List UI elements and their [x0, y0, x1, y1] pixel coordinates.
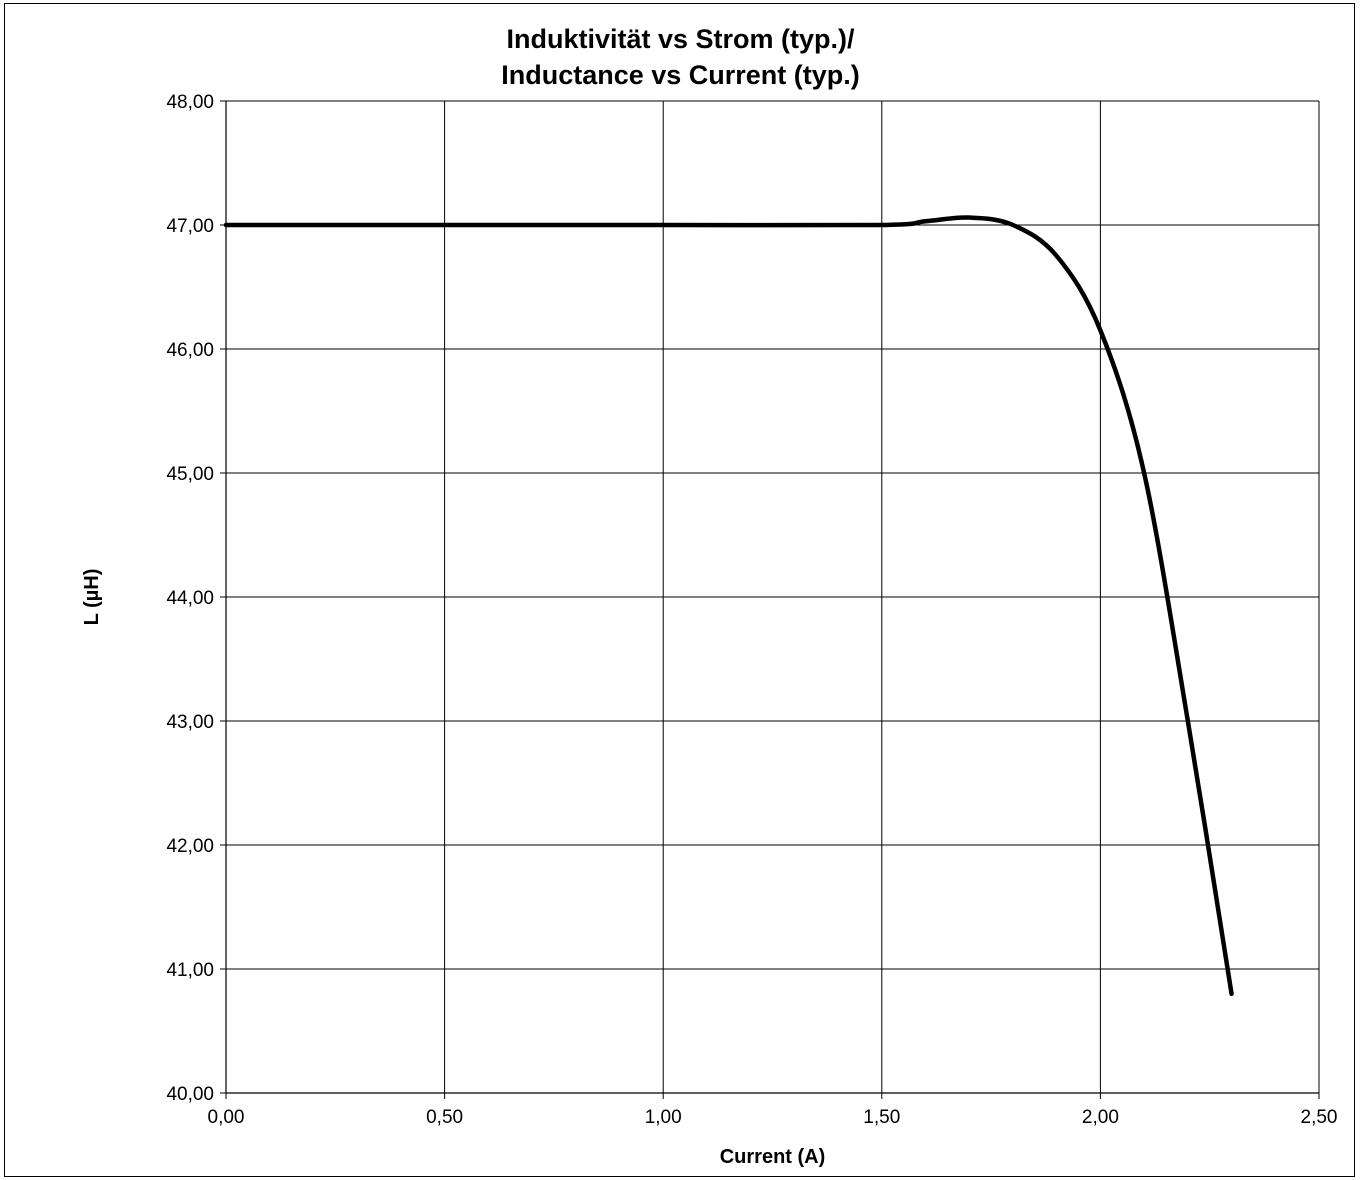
y-tick-label: 42,00	[166, 836, 214, 857]
x-tick-label: 2,00	[1082, 1107, 1119, 1128]
chart-subtitle: Inductance vs Current (typ.)	[501, 60, 860, 90]
y-tick-label: 47,00	[166, 216, 214, 237]
y-tick-label: 43,00	[166, 712, 214, 733]
tick-labels: 40,00 41,00 42,00 43,00 44,00 45,00 46,00 47,00…	[166, 92, 1337, 1128]
y-tick-label: 40,00	[166, 1084, 214, 1105]
x-axis-label: Current (A)	[720, 1146, 826, 1168]
y-tick-label: 44,00	[166, 588, 214, 609]
series-line	[223, 215, 1234, 997]
grid	[226, 100, 1320, 1093]
chart-frame	[4, 3, 1355, 1177]
axes	[220, 100, 1320, 1099]
x-tick-label: 1,00	[645, 1107, 682, 1128]
x-tick-label: 0,00	[208, 1107, 245, 1128]
y-tick-label: 45,00	[166, 464, 214, 485]
y-tick-label: 46,00	[166, 340, 214, 361]
x-tick-label: 1,50	[863, 1107, 900, 1128]
x-tick-label: 0,50	[426, 1107, 463, 1128]
chart-title: Induktivität vs Strom (typ.)/	[506, 24, 855, 54]
series-layer	[223, 215, 1234, 997]
x-tick-label: 2,50	[1301, 1107, 1338, 1128]
y-tick-label: 48,00	[166, 92, 214, 113]
y-axis-label: L (µH)	[81, 569, 103, 626]
y-tick-label: 41,00	[166, 960, 214, 981]
